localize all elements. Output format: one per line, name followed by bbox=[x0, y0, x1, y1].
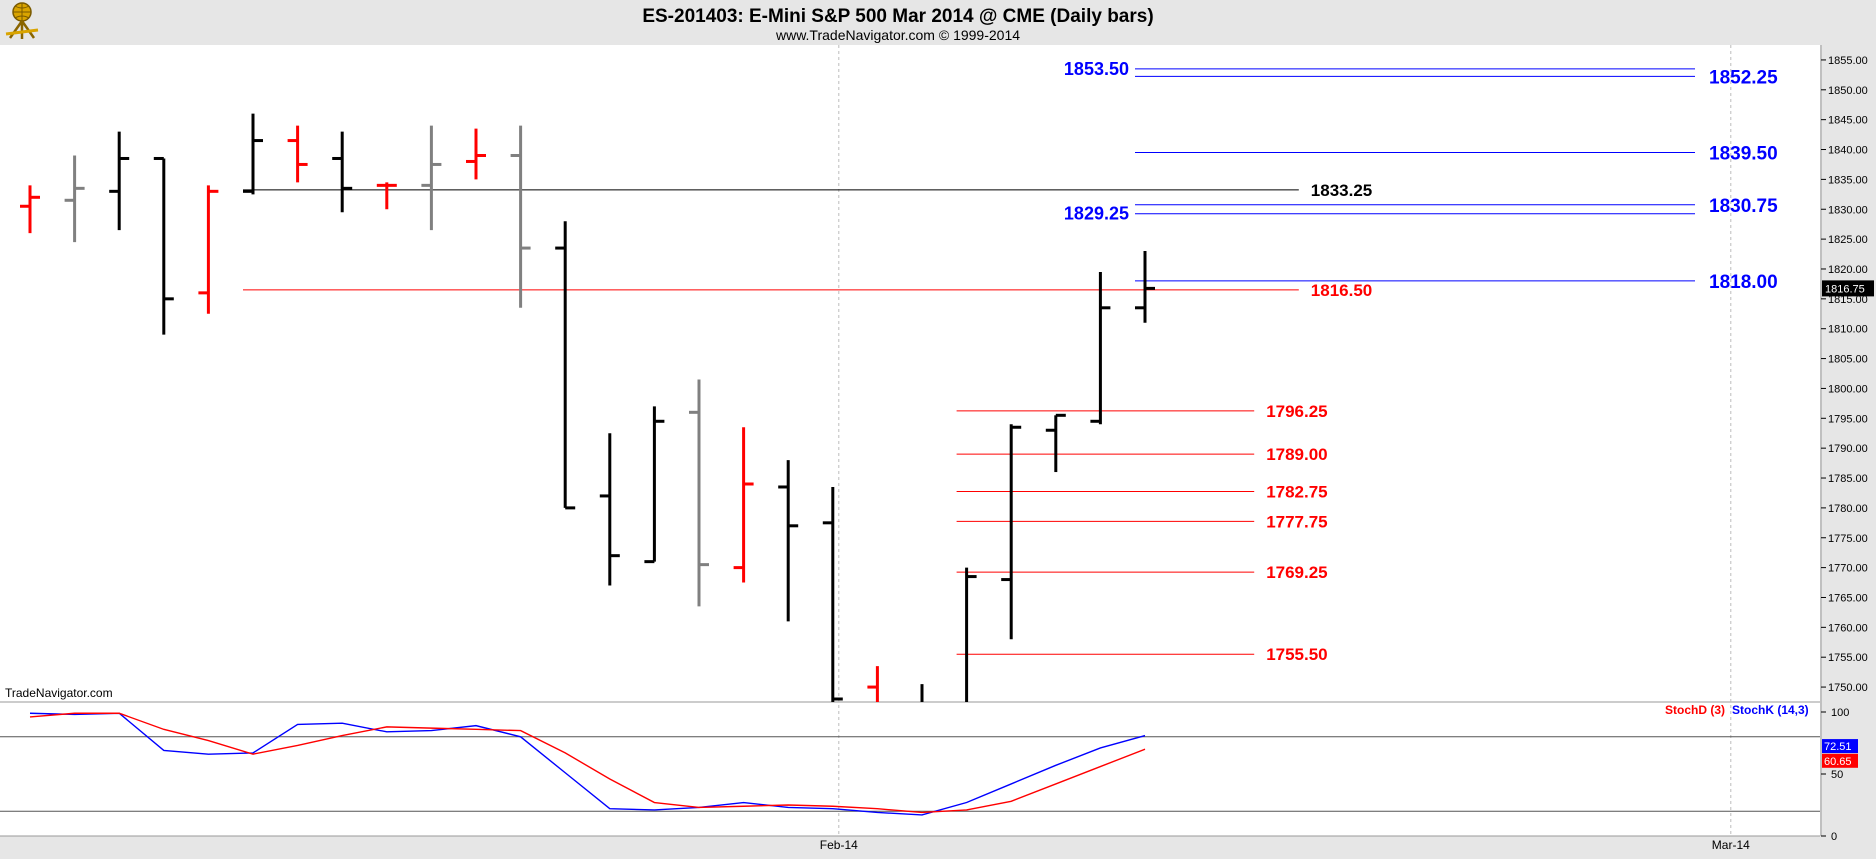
y-tick-label: 1830.00 bbox=[1828, 204, 1868, 216]
y-tick-label: 1790.00 bbox=[1828, 443, 1868, 455]
y-tick-label: 1855.00 bbox=[1828, 55, 1868, 67]
level-label: 1796.25 bbox=[1266, 402, 1327, 421]
y-tick-label: 1845.00 bbox=[1828, 115, 1868, 127]
ohlc-bar bbox=[20, 185, 40, 234]
price-panel bbox=[0, 45, 1820, 702]
last-price-label: 1816.75 bbox=[1825, 283, 1865, 295]
level-label: 1777.75 bbox=[1266, 512, 1327, 531]
stoch-y-tick-label: 50 bbox=[1831, 769, 1843, 781]
ohlc-bar bbox=[867, 666, 879, 702]
y-tick-label: 1835.00 bbox=[1828, 174, 1868, 186]
level-label: 1852.25 bbox=[1709, 67, 1778, 88]
ohlc-bar bbox=[822, 486, 843, 702]
ohlc-bar bbox=[965, 567, 977, 702]
ohlc-bar bbox=[287, 125, 308, 183]
ohlc-bar bbox=[599, 433, 620, 586]
y-tick-label: 1820.00 bbox=[1828, 264, 1868, 276]
y-tick-label: 1765.00 bbox=[1828, 592, 1868, 604]
stoch-y-tick-label: 100 bbox=[1831, 707, 1849, 719]
stoch-line-k bbox=[29, 712, 1146, 816]
ohlc-bar bbox=[198, 185, 219, 314]
y-tick-label: 1810.00 bbox=[1828, 324, 1868, 336]
ohlc-bar bbox=[1045, 413, 1066, 473]
ohlc-bar bbox=[510, 125, 531, 308]
ohlc-bar bbox=[421, 125, 442, 231]
y-tick-label: 1780.00 bbox=[1828, 503, 1868, 515]
y-tick-label: 1760.00 bbox=[1828, 622, 1868, 634]
x-tick-label: Mar-14 bbox=[1712, 838, 1750, 852]
stoch-k-value: 72.51 bbox=[1824, 741, 1852, 753]
level-label: 1769.25 bbox=[1266, 563, 1327, 582]
stoch-k-tag bbox=[1822, 739, 1858, 754]
x-tick-label: Feb-14 bbox=[820, 838, 858, 852]
stoch-d-value: 60.65 bbox=[1824, 756, 1852, 768]
ohlc-bar bbox=[1090, 271, 1111, 425]
level-label: 1839.50 bbox=[1709, 144, 1778, 165]
y-tick-label: 1770.00 bbox=[1828, 563, 1868, 575]
y-tick-label: 1800.00 bbox=[1828, 383, 1868, 395]
level-label: 1818.00 bbox=[1709, 272, 1778, 293]
stoch-line-d bbox=[29, 712, 1146, 814]
level-label: 1789.00 bbox=[1266, 445, 1327, 464]
ohlc-bar bbox=[332, 131, 353, 213]
y-tick-label: 1850.00 bbox=[1828, 85, 1868, 97]
ohlc-bar bbox=[920, 684, 924, 702]
y-tick-label: 1825.00 bbox=[1828, 234, 1868, 246]
ohlc-bar bbox=[153, 156, 174, 335]
level-label: 1782.75 bbox=[1266, 482, 1327, 501]
level-label: 1830.75 bbox=[1709, 196, 1778, 217]
last-price-tag bbox=[1822, 280, 1874, 297]
ohlc-bar bbox=[555, 221, 576, 510]
ohlc-bar bbox=[64, 155, 85, 243]
legend-stoch-k: StochK (14,3) bbox=[1732, 703, 1809, 717]
ohlc-bar bbox=[376, 182, 397, 210]
ohlc-bar bbox=[733, 427, 754, 583]
level-label: 1755.50 bbox=[1266, 645, 1327, 664]
y-tick-label: 1775.00 bbox=[1828, 533, 1868, 545]
y-tick-label: 1755.00 bbox=[1828, 652, 1868, 664]
y-tick-label: 1815.00 bbox=[1828, 294, 1868, 306]
legend-stoch-d: StochD (3) bbox=[1665, 703, 1725, 717]
level-label: 1853.50 bbox=[1064, 59, 1129, 79]
y-tick-label: 1795.00 bbox=[1828, 413, 1868, 425]
stoch-y-tick-label: 0 bbox=[1831, 831, 1837, 843]
stoch-d-tag bbox=[1822, 753, 1858, 768]
globe-tripod-icon bbox=[5, 2, 39, 39]
ohlc-bar bbox=[1135, 251, 1155, 323]
ohlc-bar bbox=[689, 379, 709, 607]
level-label: 1829.25 bbox=[1064, 204, 1129, 224]
ohlc-bar bbox=[466, 128, 486, 180]
ohlc-bar bbox=[1001, 424, 1022, 640]
page-subtitle: www.TradeNavigator.com © 1999-2014 bbox=[775, 27, 1020, 43]
y-tick-label: 1840.00 bbox=[1828, 145, 1868, 157]
ohlc-bar bbox=[243, 113, 263, 195]
level-label: 1833.25 bbox=[1311, 181, 1372, 200]
page-title: ES-201403: E-Mini S&P 500 Mar 2014 @ CME… bbox=[642, 6, 1153, 27]
y-tick-label: 1805.00 bbox=[1828, 354, 1868, 366]
ohlc-bar bbox=[644, 406, 665, 564]
y-tick-label: 1785.00 bbox=[1828, 473, 1868, 485]
stochastic-panel bbox=[0, 702, 1820, 836]
watermark-text: TradeNavigator.com bbox=[5, 686, 113, 700]
ohlc-bar bbox=[778, 460, 799, 622]
y-tick-label: 1750.00 bbox=[1828, 682, 1868, 694]
level-label: 1816.50 bbox=[1311, 281, 1372, 300]
ohlc-bar bbox=[109, 131, 130, 231]
